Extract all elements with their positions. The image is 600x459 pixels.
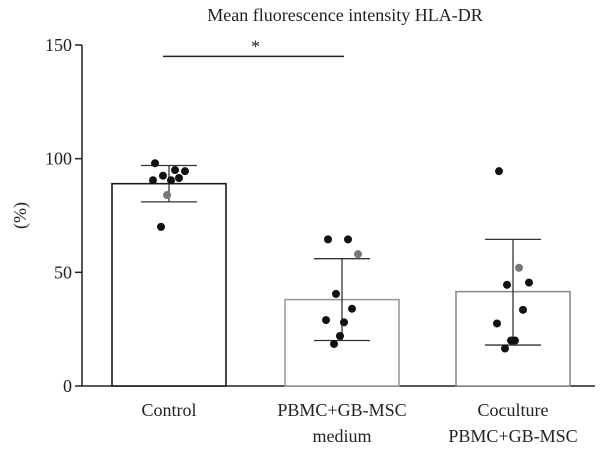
data-point [495,167,503,176]
data-point [348,304,356,313]
data-point [181,167,189,176]
chart-title: Mean fluorescence intensity HLA-DR [207,5,482,25]
data-point [501,344,509,353]
data-point [493,319,501,328]
x-tick-label: medium [313,426,372,446]
x-tick-label: Control [141,400,196,420]
bar [111,182,227,387]
data-point [503,280,511,289]
significance-marker: * [251,36,260,56]
data-point [340,318,348,327]
bars [111,164,571,387]
y-tick-label: 0 [63,376,72,396]
x-tick-label: PBMC+GB-MSC [448,426,577,446]
data-point [159,171,167,180]
data-point [149,176,157,185]
y-tick-label: 100 [45,149,72,169]
x-tick-label: Coculture [478,400,549,420]
data-point [519,305,527,314]
data-point [354,250,362,259]
data-point [175,173,183,182]
data-point [151,159,159,168]
data-point [336,331,344,340]
data-point [163,191,171,200]
y-tick-label: 50 [54,262,72,282]
data-point [324,235,332,244]
data-point [171,166,179,175]
data-point [507,336,515,345]
data-point [330,339,338,348]
data-point [344,235,352,244]
x-tick-label: PBMC+GB-MSC [277,400,406,420]
data-point [332,289,340,298]
y-tick-label: 150 [45,35,72,55]
points [149,159,533,353]
data-point [515,263,523,272]
y-axis-label: (%) [10,202,31,229]
data-point [525,278,533,287]
data-point [167,176,175,185]
axes: 0 50 100 150 Control PBMC+GB-MSC medium Cocultu… [45,35,595,446]
data-point [157,222,165,231]
data-point [322,316,330,325]
